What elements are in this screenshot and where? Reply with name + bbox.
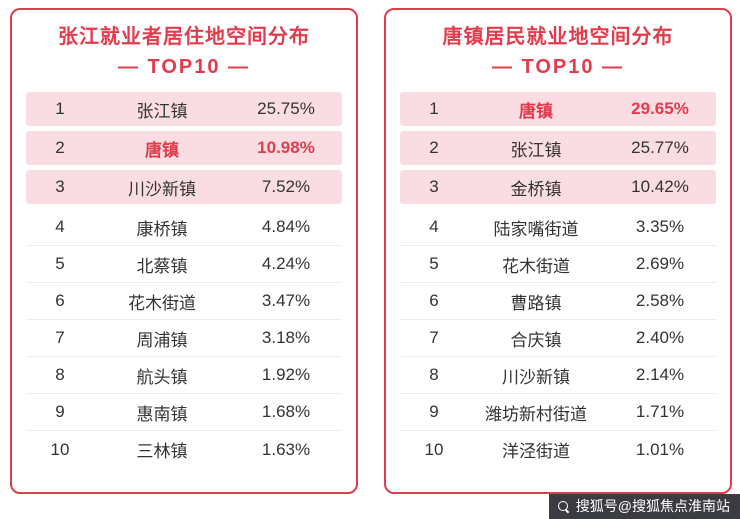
ranking-cards: 张江就业者居住地空间分布 — TOP10 — 1 张江镇 25.75% 2 唐镇 10.9… [10, 8, 732, 494]
name-cell: 洋泾街道 [502, 442, 570, 461]
rank-cell: 3 [55, 177, 65, 196]
name-cell: 陆家嘴街道 [493, 219, 579, 239]
name-cell: 张江镇 [136, 101, 188, 121]
rank-cell: 8 [429, 365, 439, 384]
watermark: 搜狐号@搜狐焦点淮南站 [548, 494, 740, 519]
rank-cell: 1 [55, 99, 65, 118]
table-row: 1 唐镇 29.65% [400, 92, 716, 126]
value-cell: 2.14% [635, 365, 685, 384]
rank-cell: 1 [429, 99, 439, 118]
rank-cell: 7 [55, 328, 65, 347]
rank-cell: 9 [55, 402, 65, 421]
table-row: 8 航头镇 1.92% [26, 357, 342, 394]
name-cell: 花木街道 [128, 293, 196, 313]
value-cell: 3.47% [261, 291, 311, 310]
table-row: 6 曹路镇 2.58% [400, 283, 716, 320]
ranking-table: 1 张江镇 25.75% 2 唐镇 10.98% 3 川沙新镇 7.52% 4 康桥镇 4.84% 5 北… [26, 92, 342, 468]
value-cell: 25.77% [631, 138, 689, 157]
value-cell: 1.71% [635, 402, 685, 421]
value-cell: 4.24% [261, 254, 311, 273]
value-cell: 2.58% [635, 291, 685, 310]
name-cell: 金桥镇 [510, 179, 562, 199]
rank-cell: 6 [429, 291, 439, 310]
value-cell: 1.68% [261, 402, 311, 421]
name-cell: 康桥镇 [136, 219, 188, 239]
value-cell: 1.01% [635, 439, 685, 459]
rank-cell: 2 [55, 138, 65, 157]
table-row: 9 惠南镇 1.68% [26, 394, 342, 431]
name-cell: 川沙新镇 [502, 367, 570, 387]
name-cell: 惠南镇 [136, 404, 188, 424]
card-subtitle-top10: — TOP10 — [117, 56, 251, 78]
value-cell: 7.52% [261, 177, 311, 196]
name-cell: 潍坊新村街道 [485, 404, 587, 424]
rank-cell: 9 [429, 402, 439, 421]
value-cell: 10.42% [631, 177, 689, 196]
rank-cell: 2 [429, 138, 439, 157]
ranking-card-zhangjiang-residence: 张江就业者居住地空间分布 — TOP10 — 1 张江镇 25.75% 2 唐镇 10.9… [10, 8, 358, 494]
rank-cell: 6 [55, 291, 65, 310]
table-row: 7 合庆镇 2.40% [400, 320, 716, 357]
name-cell: 曹路镇 [510, 293, 562, 313]
watermark-text: 搜狐号@搜狐焦点淮南站 [575, 498, 730, 514]
value-cell: 25.75% [257, 99, 315, 118]
table-row: 7 周浦镇 3.18% [26, 320, 342, 357]
name-cell: 唐镇 [145, 140, 179, 160]
value-cell: 29.65% [631, 99, 689, 118]
table-row: 4 陆家嘴街道 3.35% [400, 209, 716, 246]
value-cell: 2.40% [635, 328, 685, 347]
table-row: 3 金桥镇 10.42% [400, 170, 716, 204]
table-row: 10 三林镇 1.63% [26, 431, 342, 468]
value-cell: 1.63% [261, 439, 311, 459]
table-row: 4 康桥镇 4.84% [26, 209, 342, 246]
card-title: 唐镇居民就业地空间分布 [442, 26, 674, 48]
name-cell: 花木街道 [502, 256, 570, 276]
ranking-card-tangzhen-employment: 唐镇居民就业地空间分布 — TOP10 — 1 唐镇 29.65% 2 张江镇 25.77… [384, 8, 732, 494]
rank-cell: 10 [50, 439, 70, 459]
table-row: 10 洋泾街道 1.01% [400, 431, 716, 468]
card-title: 张江就业者居住地空间分布 [58, 26, 310, 48]
table-row: 6 花木街道 3.47% [26, 283, 342, 320]
table-row: 5 北蔡镇 4.24% [26, 246, 342, 283]
rank-cell: 10 [424, 439, 444, 459]
ranking-table: 1 唐镇 29.65% 2 张江镇 25.77% 3 金桥镇 10.42% 4 陆家嘴街道 3.35%… [400, 92, 716, 468]
rank-cell: 5 [429, 254, 439, 273]
sohu-logo-icon [557, 500, 570, 513]
value-cell: 10.98% [257, 138, 315, 157]
table-row: 2 张江镇 25.77% [400, 131, 716, 165]
card-subtitle-top10: — TOP10 — [491, 56, 625, 78]
name-cell: 川沙新镇 [128, 179, 196, 199]
rank-cell: 4 [55, 217, 65, 236]
value-cell: 4.84% [261, 217, 311, 236]
table-row: 5 花木街道 2.69% [400, 246, 716, 283]
value-cell: 1.92% [261, 365, 311, 384]
name-cell: 唐镇 [519, 101, 553, 121]
name-cell: 周浦镇 [136, 330, 188, 350]
rank-cell: 8 [55, 365, 65, 384]
rank-cell: 3 [429, 177, 439, 196]
name-cell: 合庆镇 [510, 330, 562, 350]
name-cell: 航头镇 [136, 367, 188, 387]
table-row: 1 张江镇 25.75% [26, 92, 342, 126]
value-cell: 2.69% [635, 254, 685, 273]
rank-cell: 5 [55, 254, 65, 273]
table-row: 8 川沙新镇 2.14% [400, 357, 716, 394]
table-row: 2 唐镇 10.98% [26, 131, 342, 165]
value-cell: 3.35% [635, 217, 685, 236]
name-cell: 北蔡镇 [136, 256, 188, 276]
rank-cell: 4 [429, 217, 439, 236]
rank-cell: 7 [429, 328, 439, 347]
name-cell: 张江镇 [510, 140, 562, 160]
name-cell: 三林镇 [136, 442, 188, 461]
value-cell: 3.18% [261, 328, 311, 347]
table-row: 3 川沙新镇 7.52% [26, 170, 342, 204]
table-row: 9 潍坊新村街道 1.71% [400, 394, 716, 431]
